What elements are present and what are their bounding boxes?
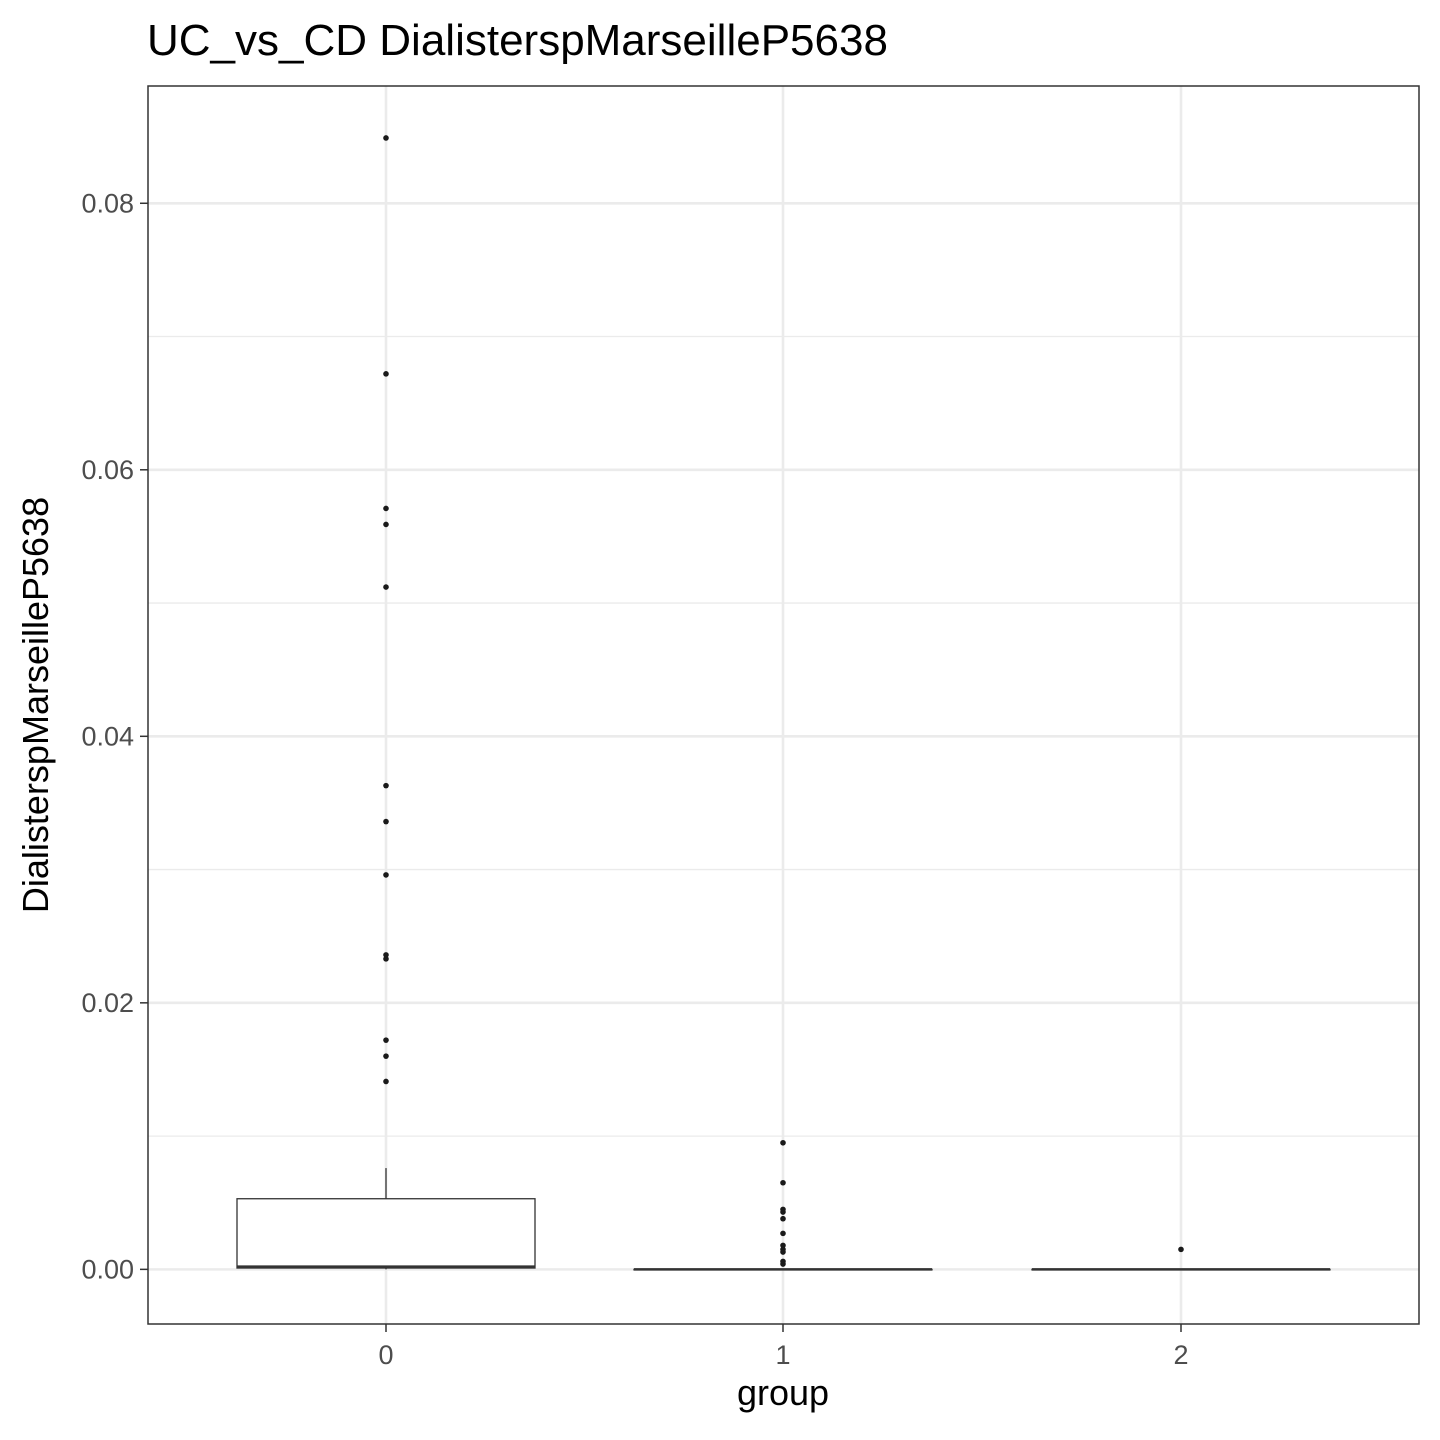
outlier-point bbox=[780, 1249, 786, 1255]
outlier-point bbox=[780, 1139, 786, 1146]
y-tick-label: 0.04 bbox=[81, 721, 134, 751]
x-tick-label: 1 bbox=[775, 1340, 790, 1370]
outlier-point bbox=[780, 1215, 786, 1222]
y-axis: 0.00 0.02 0.04 0.06 0.08 bbox=[81, 188, 148, 1284]
outlier-point bbox=[383, 956, 389, 962]
x-tick-label: 2 bbox=[1173, 1340, 1188, 1370]
outlier-point bbox=[780, 1209, 786, 1215]
outlier-point bbox=[383, 135, 389, 141]
outlier-point bbox=[383, 1037, 389, 1043]
outlier-point bbox=[383, 952, 389, 958]
box-group-1 bbox=[633, 1139, 933, 1271]
outlier-point bbox=[780, 1179, 786, 1186]
y-tick-label: 0.00 bbox=[81, 1254, 134, 1284]
outlier-point bbox=[383, 782, 389, 789]
outlier-point bbox=[383, 521, 389, 528]
x-axis: 0 1 2 bbox=[378, 1324, 1189, 1370]
chart-title: UC_vs_CD DialisterspMarseilleP5638 bbox=[147, 16, 888, 65]
outlier-point bbox=[383, 818, 389, 825]
grid-lines bbox=[148, 86, 1419, 1324]
outlier-point bbox=[383, 505, 389, 512]
box-group-2 bbox=[1031, 1246, 1331, 1271]
boxes bbox=[236, 135, 1331, 1271]
y-tick-label: 0.06 bbox=[81, 455, 134, 485]
y-axis-title: DialisterspMarseilleP5638 bbox=[15, 497, 56, 913]
y-tick-label: 0.08 bbox=[81, 188, 134, 218]
outlier-point bbox=[383, 872, 389, 878]
box-iqr bbox=[236, 1198, 536, 1269]
outlier-point bbox=[780, 1242, 786, 1249]
outlier-point bbox=[383, 1078, 389, 1085]
outlier-point bbox=[383, 371, 389, 377]
outlier-point bbox=[383, 1053, 389, 1059]
x-axis-title: group bbox=[737, 1372, 829, 1413]
outlier-point bbox=[780, 1230, 786, 1237]
outlier-point bbox=[1178, 1246, 1184, 1253]
box-group-0 bbox=[236, 135, 536, 1270]
outlier-point bbox=[780, 1261, 786, 1267]
y-tick-label: 0.02 bbox=[81, 988, 134, 1018]
x-tick-label: 0 bbox=[378, 1340, 393, 1370]
outlier-point bbox=[383, 584, 389, 590]
